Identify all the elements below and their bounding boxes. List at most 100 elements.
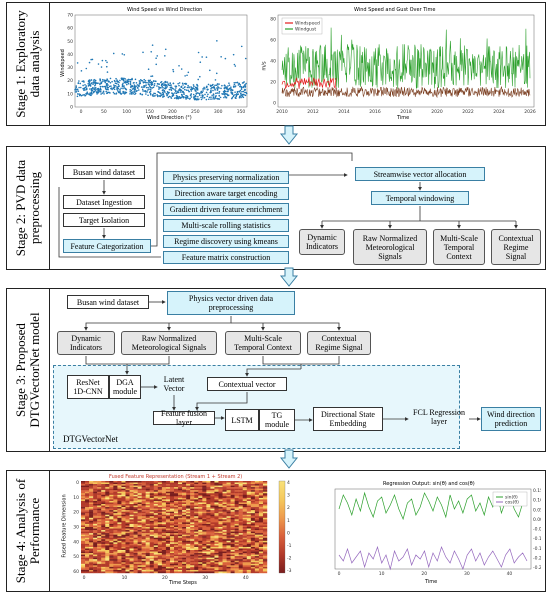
heatmap-cell	[153, 511, 159, 514]
heatmap-cell	[194, 514, 199, 517]
heatmap-cell	[121, 499, 126, 502]
heatmap-cell	[89, 504, 94, 506]
heatmap-cell	[137, 497, 142, 500]
heatmap-cell	[230, 514, 235, 517]
scatter-ytick: 60	[67, 26, 73, 32]
heatmap-cell	[202, 522, 207, 525]
heatmap-cell	[178, 496, 183, 499]
scatter-point	[238, 91, 241, 93]
heatmap-cell	[174, 484, 179, 486]
heatmap-cell	[109, 513, 114, 515]
heatmap-cell	[161, 500, 167, 503]
heatmap-cell	[145, 513, 150, 515]
heatmap-cell	[190, 522, 195, 525]
heatmap-cell	[258, 508, 264, 511]
heatmap-cell	[214, 507, 219, 509]
heatmap-cell	[129, 542, 134, 545]
heatmap-cell	[117, 562, 122, 564]
heatmap-cell	[198, 559, 203, 561]
scatter-point	[88, 84, 90, 87]
heatmap-cell	[149, 507, 154, 509]
heatmap-cell	[81, 550, 86, 552]
heatmap-cell	[218, 491, 223, 494]
heatmap-cell	[186, 554, 191, 557]
heatmap-cell	[81, 560, 86, 563]
heatmap-cell	[222, 550, 227, 552]
scatter-point	[84, 86, 87, 89]
heatmap-cell	[186, 530, 191, 532]
heatmap-cell	[105, 545, 110, 548]
heatmap-cell	[157, 557, 163, 560]
heatmap-cell	[97, 545, 102, 548]
heatmap-cell	[210, 504, 215, 506]
heatmap-cell	[149, 556, 154, 558]
heatmap-cell	[133, 553, 138, 555]
heatmap-cell	[182, 565, 187, 568]
heatmap-cell	[129, 568, 134, 571]
scatter-point	[239, 93, 242, 95]
heatmap-cell	[149, 566, 154, 569]
heatmap-cell	[117, 523, 122, 526]
heatmap-cell	[153, 556, 159, 558]
heatmap-cell	[121, 514, 126, 517]
heatmap-cell	[234, 551, 239, 554]
heatmap-cell	[157, 500, 163, 503]
heatmap-cell	[194, 520, 199, 523]
heatmap-cell	[97, 527, 102, 529]
wind-direction-prediction-box: Wind direction prediction	[481, 407, 541, 431]
heatmap-cell	[109, 500, 114, 503]
heatmap-cell	[198, 507, 203, 509]
heatmap-cell	[101, 500, 106, 503]
heatmap-cell	[246, 571, 252, 574]
heatmap-cell	[218, 500, 223, 503]
heatmap-cell	[246, 560, 252, 563]
heatmap-cell	[258, 546, 264, 549]
heatmap-cell	[178, 553, 183, 555]
heatmap-cell	[198, 497, 203, 500]
heatmap-cell	[222, 513, 227, 515]
heatmap-cell	[202, 536, 207, 538]
heatmap-cell	[210, 571, 215, 574]
heatmap-cell	[182, 533, 187, 535]
heatmap-cell	[226, 487, 231, 489]
heatmap-cell	[89, 513, 94, 515]
scatter-point	[239, 95, 242, 97]
heatmap-cell	[129, 507, 134, 509]
heatmap-cell	[101, 542, 106, 545]
heatmap-cell	[157, 536, 163, 538]
scatter-point	[240, 88, 243, 90]
scatter-point	[109, 77, 112, 80]
heatmap-cell	[194, 511, 199, 514]
heatmap-cell	[145, 494, 150, 497]
heatmap-cell	[238, 545, 243, 548]
scatter-point	[162, 93, 165, 96]
heatmap-cell	[242, 520, 247, 523]
heatmap-cell	[218, 534, 223, 537]
heatmap-cell	[121, 525, 126, 528]
heatmap-cell	[89, 499, 94, 502]
heatmap-cell	[234, 554, 239, 557]
heatmap-cell	[230, 487, 235, 489]
heatmap-cell	[174, 504, 179, 506]
heatmap-cell	[258, 565, 264, 568]
colorbar-tick: 0	[287, 530, 290, 536]
heatmap-cell	[117, 502, 122, 505]
scatter-point	[140, 86, 143, 88]
heatmap-cell	[214, 504, 219, 506]
heatmap-cell	[242, 517, 247, 520]
heatmap-cell	[101, 530, 106, 532]
heatmap-cell	[246, 566, 252, 569]
heatmap-cell	[218, 516, 223, 518]
heatmap-cell	[137, 533, 142, 535]
scatter-point	[122, 82, 124, 85]
heatmap-cell	[218, 499, 223, 502]
heatmap-cell	[89, 548, 94, 551]
heatmap-cell	[186, 553, 191, 555]
heatmap-cell	[117, 530, 122, 532]
heatmap-cell	[198, 525, 203, 528]
heatmap-cell	[202, 516, 207, 518]
scatter-point	[234, 85, 237, 87]
scatter-point	[76, 88, 78, 91]
heatmap-cell	[121, 568, 126, 571]
heatmap-cell	[230, 481, 235, 483]
